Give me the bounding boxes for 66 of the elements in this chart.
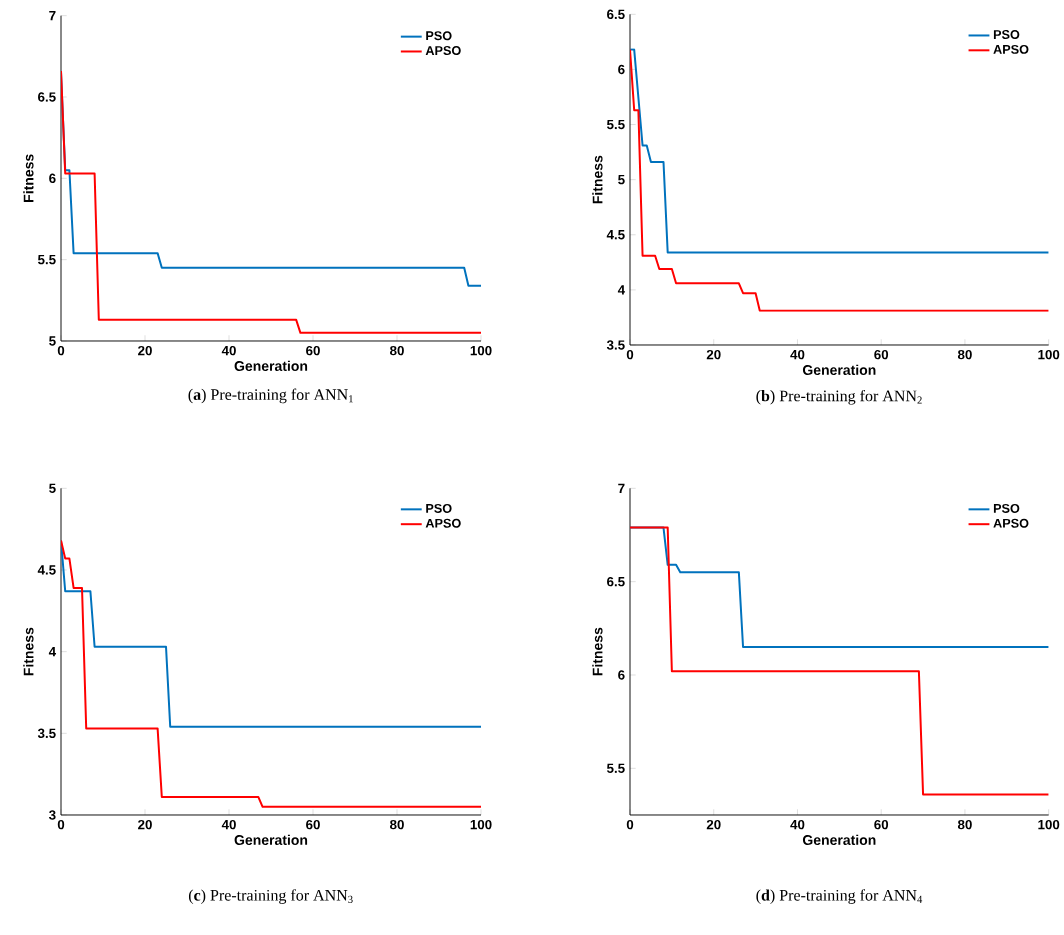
x-tick-label: 20	[706, 349, 721, 360]
legend-label: APSO	[993, 44, 1029, 54]
y-tick-label: 4.5	[606, 230, 625, 240]
y-tick-label: 3	[48, 810, 56, 820]
text: (d) Pre-training for ANN$_{4}$	[756, 889, 923, 904]
y-tick-label: 5	[49, 483, 56, 493]
x-tick-label: 20	[138, 819, 152, 830]
text: (c) Pre-training for ANN$_{3}$	[188, 889, 353, 904]
x-tick-label: 40	[221, 345, 236, 356]
x-axis-title: Generation	[234, 360, 308, 371]
x-tick-label: 20	[138, 345, 152, 356]
legend-label: APSO	[993, 518, 1029, 528]
y-tick-label: 5	[618, 175, 625, 185]
legend-label: PSO	[993, 30, 1020, 40]
x-tick-label: 60	[306, 345, 320, 356]
y-axis-title: Fitness	[23, 154, 34, 202]
x-tick-label: 80	[390, 819, 404, 830]
x-tick-label: 0	[626, 819, 634, 830]
y-tick-label: 3.5	[606, 340, 625, 350]
y-tick-label: 4	[48, 647, 57, 657]
y-axis-title: Fitness	[592, 155, 603, 204]
x-tick-label: 0	[626, 349, 634, 360]
x-tick-label: 40	[221, 819, 236, 830]
x-tick-label: 60	[874, 349, 889, 360]
y-tick-label: 6	[618, 670, 625, 680]
y-tick-label: 7	[618, 483, 625, 493]
x-axis-title: Generation	[802, 834, 876, 845]
x-tick-label: 0	[57, 819, 65, 830]
legend-label: APSO	[425, 46, 461, 56]
y-tick-label: 6.5	[607, 9, 625, 20]
legend-label: APSO	[425, 518, 461, 528]
legend-label: PSO	[426, 503, 452, 513]
x-tick-label: 80	[957, 349, 972, 360]
y-tick-label: 5.5	[606, 119, 625, 130]
y-tick-label: 6.5	[38, 92, 56, 102]
x-tick-label: 100	[470, 819, 492, 830]
y-axis-title: Fitness	[23, 627, 34, 676]
y-tick-label: 5.5	[606, 763, 625, 773]
line-series	[61, 539, 482, 808]
x-tick-label: 80	[390, 345, 404, 356]
text: (a) Pre-training for ANN$_{1}$	[188, 388, 353, 404]
x-tick-label: 40	[790, 349, 805, 360]
x-tick-label: 40	[790, 819, 805, 830]
x-tick-label: 0	[57, 345, 65, 356]
x-tick-label: 100	[470, 345, 492, 356]
y-tick-label: 6	[49, 173, 56, 184]
y-tick-label: 4	[617, 285, 626, 295]
x-tick-label: 20	[706, 819, 721, 830]
x-tick-label: 100	[1038, 819, 1060, 830]
x-axis-title: Generation	[802, 364, 876, 375]
y-axis-title: Fitness	[592, 627, 603, 676]
legend-label: PSO	[993, 503, 1020, 513]
y-tick-label: 6	[618, 64, 625, 75]
x-tick-label: 100	[1038, 349, 1060, 360]
y-tick-label: 7	[49, 11, 56, 21]
x-tick-label: 80	[957, 819, 972, 830]
y-tick-label: 4.5	[37, 565, 56, 575]
y-tick-label: 6.5	[607, 576, 625, 587]
text: (b) Pre-training for ANN$_{2}$	[756, 389, 922, 405]
x-tick-label: 60	[306, 819, 320, 830]
x-tick-label: 60	[874, 819, 889, 830]
y-tick-label: 5.5	[37, 255, 56, 265]
y-tick-label: 5	[49, 336, 56, 346]
x-axis-title: Generation	[234, 834, 308, 845]
legend-label: PSO	[426, 31, 452, 41]
y-tick-label: 3.5	[37, 728, 56, 739]
